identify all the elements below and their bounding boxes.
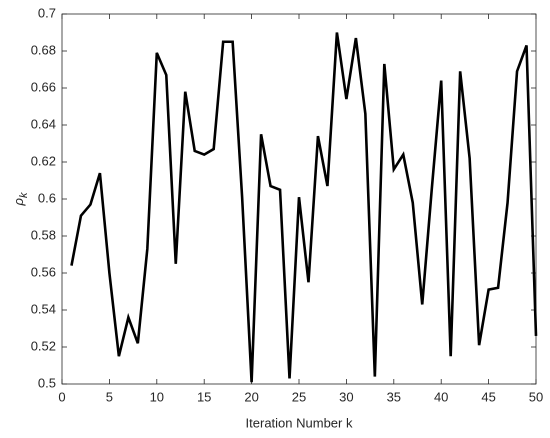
x-tick-label: 50 — [529, 389, 543, 404]
x-tick-label: 35 — [387, 389, 401, 404]
y-axis-symbol: ρ — [11, 197, 26, 206]
x-tick-label: 15 — [197, 389, 211, 404]
y-tick-label: 0.54 — [31, 301, 56, 316]
x-tick-label: 45 — [481, 389, 495, 404]
y-tick-label: 0.6 — [38, 190, 56, 205]
y-tick-label: 0.66 — [31, 79, 56, 94]
x-tick-label: 0 — [58, 389, 65, 404]
y-tick-label: 0.56 — [31, 264, 56, 279]
y-axis-subscript: k — [18, 192, 30, 198]
y-tick-label: 0.7 — [38, 5, 56, 20]
x-tick-label: 30 — [339, 389, 353, 404]
y-tick-label: 0.58 — [31, 227, 56, 242]
x-tick-label: 5 — [106, 389, 113, 404]
x-tick-label: 10 — [150, 389, 164, 404]
x-tick-label: 40 — [434, 389, 448, 404]
y-tick-label: 0.62 — [31, 153, 56, 168]
x-tick-label: 25 — [292, 389, 306, 404]
x-tick-label: 20 — [244, 389, 258, 404]
y-tick-label: 0.64 — [31, 116, 56, 131]
y-tick-label: 0.68 — [31, 42, 56, 57]
y-axis-label: ρk — [11, 192, 29, 206]
y-tick-label: 0.5 — [38, 375, 56, 390]
x-axis-label: Iteration Number k — [246, 415, 353, 430]
data-line — [70, 32, 538, 383]
y-tick-label: 0.52 — [31, 338, 56, 353]
